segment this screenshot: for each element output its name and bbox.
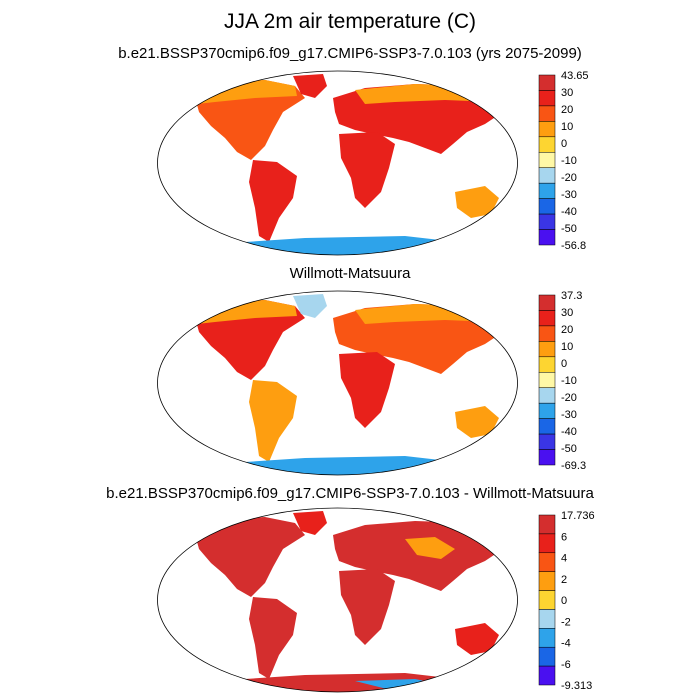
panel3-north-america	[193, 517, 305, 597]
colorbar-tick-label: 6	[561, 531, 567, 543]
colorbar-tick-label: -9.313	[561, 680, 592, 692]
panel3-map-border	[157, 507, 518, 693]
colorbar-swatch	[538, 402, 556, 419]
colorbar-tick-label: -20	[561, 392, 577, 404]
colorbar-tick-label: 0	[561, 138, 567, 150]
colorbar-swatch	[538, 646, 556, 667]
panel3-south-america	[249, 597, 297, 679]
colorbar-tick-label: 20	[561, 104, 573, 116]
colorbar-tick-label: -69.3	[561, 460, 586, 472]
colorbar-tick-label: -6	[561, 659, 571, 671]
figure-title: JJA 2m air temperature (C)	[223, 10, 477, 33]
colorbar-swatch	[538, 294, 556, 311]
panel1-africa	[339, 132, 395, 208]
panel1-greenland	[293, 74, 327, 98]
colorbar-swatch	[538, 310, 556, 327]
panel3-greenland	[293, 511, 327, 535]
colorbar-swatch	[538, 387, 556, 404]
colorbar-tick-label: 0	[561, 358, 567, 370]
panel2-map	[157, 290, 518, 476]
panel2-colorbar: 37.3 30 20 10 0 -10 -20 -30 -40 -50 -69.3	[538, 290, 586, 472]
panel2-africa	[339, 352, 395, 428]
panel3-eurasia	[333, 521, 507, 591]
panel3-africa	[339, 569, 395, 645]
colorbar-swatch	[538, 533, 556, 554]
panel3-map	[157, 507, 518, 693]
colorbar-tick-label: 30	[561, 87, 573, 99]
panel1-australia	[455, 186, 499, 218]
panel1-south-america	[249, 160, 297, 242]
colorbar-swatch	[538, 665, 556, 686]
colorbar-swatch	[538, 90, 556, 107]
colorbar-swatch	[538, 418, 556, 435]
colorbar-swatch	[538, 341, 556, 358]
colorbar-swatch	[538, 552, 556, 572]
colorbar-swatch	[538, 167, 556, 184]
colorbar-tick-label: -30	[561, 189, 577, 201]
colorbar-tick-label: -10	[561, 375, 577, 387]
panel3-title: b.e21.BSSP370cmip6.f09_g17.CMIP6-SSP3-7.…	[106, 485, 594, 502]
panel1-map-border	[157, 70, 518, 256]
colorbar-swatch	[538, 372, 556, 388]
colorbar-tick-label: -10	[561, 155, 577, 167]
colorbar-swatch	[538, 628, 556, 648]
colorbar-swatch	[538, 433, 556, 450]
colorbar-swatch	[538, 356, 556, 373]
panel2-title: Willmott-Matsuura	[289, 265, 411, 282]
colorbar-tick-label: -50	[561, 223, 577, 235]
colorbar-swatch	[538, 571, 556, 591]
colorbar-swatch	[538, 182, 556, 199]
panel1-map	[157, 70, 518, 256]
colorbar-tick-label: -30	[561, 409, 577, 421]
colorbar-tick-label: 10	[561, 341, 573, 353]
colorbar-tick-label: 20	[561, 324, 573, 336]
colorbar-swatch	[538, 152, 556, 168]
colorbar-tick-label: 30	[561, 307, 573, 319]
panel3-australia	[455, 623, 499, 655]
colorbar-tick-label: 0	[561, 595, 567, 607]
colorbar-swatch	[538, 590, 556, 610]
colorbar-tick-label: 10	[561, 121, 573, 133]
colorbar-swatch	[538, 105, 556, 122]
colorbar-tick-label: -20	[561, 172, 577, 184]
panel1-colorbar: 43.65 30 20 10 0 -10 -20 -30 -40 -50 -56.8	[538, 70, 589, 252]
colorbar-swatch	[538, 136, 556, 153]
colorbar-tick-label: 17.736	[561, 510, 595, 522]
panel3-colorbar: 17.736 6 4 2 0 -2 -4 -6 -9.313	[538, 510, 595, 692]
colorbar-tick-label: -40	[561, 426, 577, 438]
colorbar-swatch	[538, 198, 556, 215]
colorbar-tick-label: 43.65	[561, 70, 589, 82]
panel2-map-border	[157, 290, 518, 476]
colorbar-swatch	[538, 74, 556, 91]
panel2-south-america	[249, 380, 297, 462]
colorbar-swatch	[538, 609, 556, 629]
colorbar-swatch	[538, 121, 556, 138]
panel3-eurasia-patch	[405, 537, 455, 559]
colorbar-tick-label: -2	[561, 616, 571, 628]
panel2-australia	[455, 406, 499, 438]
colorbar-swatch	[538, 213, 556, 230]
colorbar-swatch	[538, 229, 556, 246]
colorbar-tick-label: 4	[561, 553, 567, 565]
colorbar-tick-label: -40	[561, 206, 577, 218]
panel2-greenland	[293, 294, 327, 318]
colorbar-swatch	[538, 449, 556, 466]
colorbar-swatch	[538, 514, 556, 535]
colorbar-tick-label: -56.8	[561, 240, 586, 252]
colorbar-tick-label: 2	[561, 574, 567, 586]
colorbar-tick-label: -50	[561, 443, 577, 455]
colorbar-tick-label: 37.3	[561, 290, 582, 302]
panel1-title: b.e21.BSSP370cmip6.f09_g17.CMIP6-SSP3-7.…	[118, 45, 582, 62]
colorbar-tick-label: -4	[561, 638, 571, 650]
colorbar-swatch	[538, 325, 556, 342]
